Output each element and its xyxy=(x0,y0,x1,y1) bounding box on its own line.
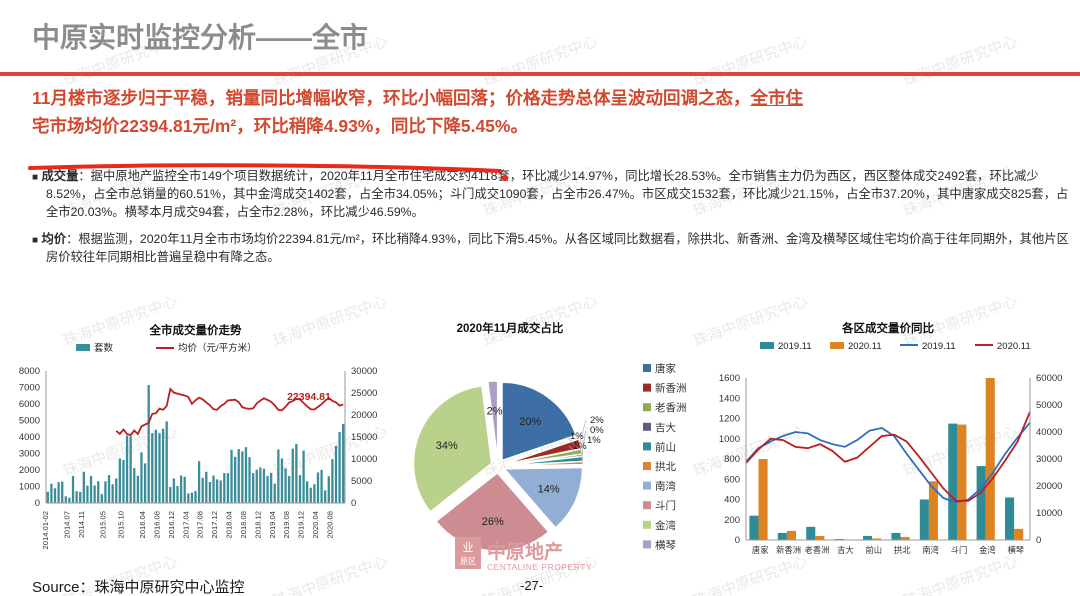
svg-text:2017.08: 2017.08 xyxy=(196,511,205,538)
svg-text:CENTALINE PROPERTY: CENTALINE PROPERTY xyxy=(487,562,592,572)
svg-text:2016.04: 2016.04 xyxy=(138,511,147,538)
svg-text:0: 0 xyxy=(351,498,356,509)
svg-text:22394.81: 22394.81 xyxy=(287,391,331,403)
svg-text:1000: 1000 xyxy=(19,482,40,493)
svg-text:2018.04: 2018.04 xyxy=(225,511,234,538)
svg-text:各区成交量价同比: 各区成交量价同比 xyxy=(841,321,934,335)
svg-text:2020.04: 2020.04 xyxy=(311,511,320,538)
svg-text:2019.12: 2019.12 xyxy=(297,511,306,538)
svg-text:全市成交量价走势: 全市成交量价走势 xyxy=(149,323,242,337)
svg-text:吉大: 吉大 xyxy=(837,545,854,555)
svg-text:15000: 15000 xyxy=(351,432,377,443)
svg-text:南湾: 南湾 xyxy=(655,480,676,493)
svg-text:60000: 60000 xyxy=(1036,373,1062,384)
svg-text:1%: 1% xyxy=(573,441,587,452)
svg-text:3000: 3000 xyxy=(19,449,40,460)
svg-text:2018.12: 2018.12 xyxy=(253,511,262,538)
svg-text:2018.08: 2018.08 xyxy=(239,511,248,538)
svg-text:2020.08: 2020.08 xyxy=(325,511,334,538)
svg-text:40000: 40000 xyxy=(1036,427,1062,438)
svg-text:20%: 20% xyxy=(519,416,541,428)
svg-text:中原地产: 中原地产 xyxy=(487,540,563,563)
svg-text:2020年11月成交占比: 2020年11月成交占比 xyxy=(457,321,564,335)
svg-text:10000: 10000 xyxy=(1036,508,1062,519)
svg-text:金湾: 金湾 xyxy=(655,519,676,532)
svg-text:2%: 2% xyxy=(487,406,503,418)
svg-text:新香洲: 新香洲 xyxy=(655,382,687,395)
svg-text:1%: 1% xyxy=(587,435,601,446)
svg-text:2019.11: 2019.11 xyxy=(922,341,956,352)
svg-text:2014.07: 2014.07 xyxy=(62,511,71,538)
svg-text:2020.11: 2020.11 xyxy=(997,341,1031,352)
svg-text:斗门: 斗门 xyxy=(951,545,968,555)
svg-text:20000: 20000 xyxy=(1036,481,1062,492)
svg-text:横琴: 横琴 xyxy=(1007,545,1024,555)
svg-text:拱北: 拱北 xyxy=(894,545,911,555)
svg-text:2016.08: 2016.08 xyxy=(152,511,161,538)
svg-text:老香洲: 老香洲 xyxy=(655,401,687,414)
svg-text:2020.11: 2020.11 xyxy=(848,341,882,352)
svg-text:34%: 34% xyxy=(436,440,458,452)
svg-text:2014.01-02: 2014.01-02 xyxy=(41,511,50,549)
svg-text:唐家: 唐家 xyxy=(655,362,676,375)
svg-text:拱北: 拱北 xyxy=(655,460,676,473)
svg-text:横琴: 横琴 xyxy=(655,538,676,551)
svg-text:6000: 6000 xyxy=(19,399,40,410)
svg-text:斗门: 斗门 xyxy=(655,499,676,512)
svg-text:30000: 30000 xyxy=(351,366,377,377)
svg-text:业: 业 xyxy=(463,541,474,554)
svg-text:均价（元/平方米）: 均价（元/平方米） xyxy=(178,342,257,354)
svg-text:50000: 50000 xyxy=(1036,400,1062,411)
svg-text:原区: 原区 xyxy=(460,557,476,566)
svg-text:2014.11: 2014.11 xyxy=(77,511,86,538)
svg-text:南湾: 南湾 xyxy=(922,545,939,555)
svg-text:2000: 2000 xyxy=(19,465,40,476)
svg-text:2016.12: 2016.12 xyxy=(167,511,176,538)
svg-text:25000: 25000 xyxy=(351,388,377,399)
svg-text:5000: 5000 xyxy=(19,416,40,427)
svg-text:0: 0 xyxy=(1036,535,1041,546)
svg-text:2019.08: 2019.08 xyxy=(282,511,291,538)
svg-text:7000: 7000 xyxy=(19,383,40,394)
svg-text:2017.12: 2017.12 xyxy=(210,511,219,538)
svg-text:前山: 前山 xyxy=(655,440,676,453)
svg-text:8000: 8000 xyxy=(19,366,40,377)
svg-text:30000: 30000 xyxy=(1036,454,1062,465)
svg-text:10000: 10000 xyxy=(351,454,377,465)
svg-text:2015.10: 2015.10 xyxy=(116,511,125,538)
svg-text:金湾: 金湾 xyxy=(979,545,996,555)
svg-text:5000: 5000 xyxy=(351,476,372,487)
svg-text:2019.04: 2019.04 xyxy=(268,511,277,538)
svg-text:前山: 前山 xyxy=(865,545,882,555)
svg-text:0: 0 xyxy=(35,498,40,509)
svg-text:20000: 20000 xyxy=(351,410,377,421)
svg-text:吉大: 吉大 xyxy=(655,421,676,434)
svg-text:14%: 14% xyxy=(538,484,560,496)
svg-text:2017.04: 2017.04 xyxy=(181,511,190,538)
svg-text:26%: 26% xyxy=(482,516,504,528)
svg-text:4000: 4000 xyxy=(19,432,40,443)
svg-text:2015.05: 2015.05 xyxy=(98,511,107,538)
svg-text:套数: 套数 xyxy=(94,342,114,354)
